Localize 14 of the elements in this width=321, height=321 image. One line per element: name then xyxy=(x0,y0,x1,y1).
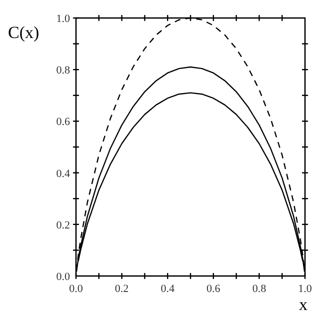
y-tick-label: 0.4 xyxy=(56,168,70,180)
x-tick-label: 1.0 xyxy=(298,283,312,295)
y-tick-label: 0.6 xyxy=(56,116,70,128)
x-tick-label: 0.6 xyxy=(206,283,221,295)
x-tick-label: 0.2 xyxy=(114,283,129,295)
y-axis-title: C(x) xyxy=(8,23,40,42)
y-tick-label: 0.8 xyxy=(56,64,70,77)
x-tick-label: 0.0 xyxy=(69,283,84,295)
y-tick-label: 0.0 xyxy=(56,271,70,283)
x-tick-label: 0.8 xyxy=(252,283,267,295)
y-tick-label: 1.0 xyxy=(56,13,70,25)
x-tick-label: 0.4 xyxy=(160,283,175,295)
y-tick-label: 0.2 xyxy=(56,219,70,232)
x-axis-title: x xyxy=(299,295,308,314)
